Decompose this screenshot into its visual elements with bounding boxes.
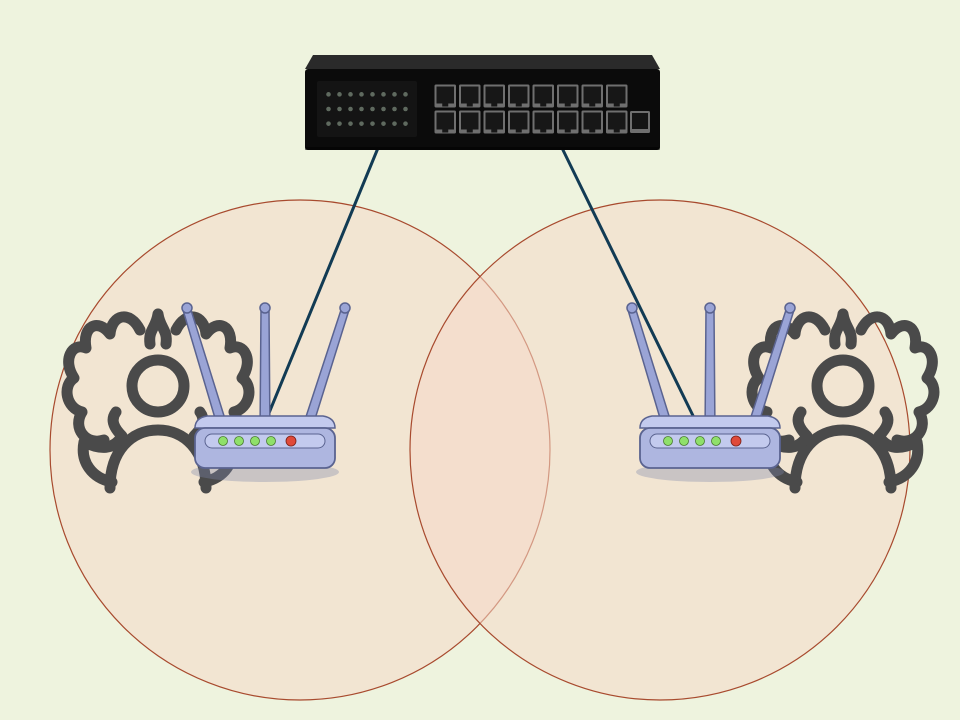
router-top	[195, 416, 335, 428]
router-led-green	[251, 437, 260, 446]
router-top	[640, 416, 780, 428]
router-led-green	[235, 437, 244, 446]
router-led-green	[680, 437, 689, 446]
router-led-green	[712, 437, 721, 446]
router-led-red	[731, 436, 741, 446]
router-led-red	[286, 436, 296, 446]
router-led-green	[219, 437, 228, 446]
diagram-canvas	[0, 0, 960, 720]
router-led-green	[696, 437, 705, 446]
router-led-green	[664, 437, 673, 446]
router-led-green	[267, 437, 276, 446]
network-switch	[305, 55, 660, 150]
switch-top	[305, 55, 660, 69]
